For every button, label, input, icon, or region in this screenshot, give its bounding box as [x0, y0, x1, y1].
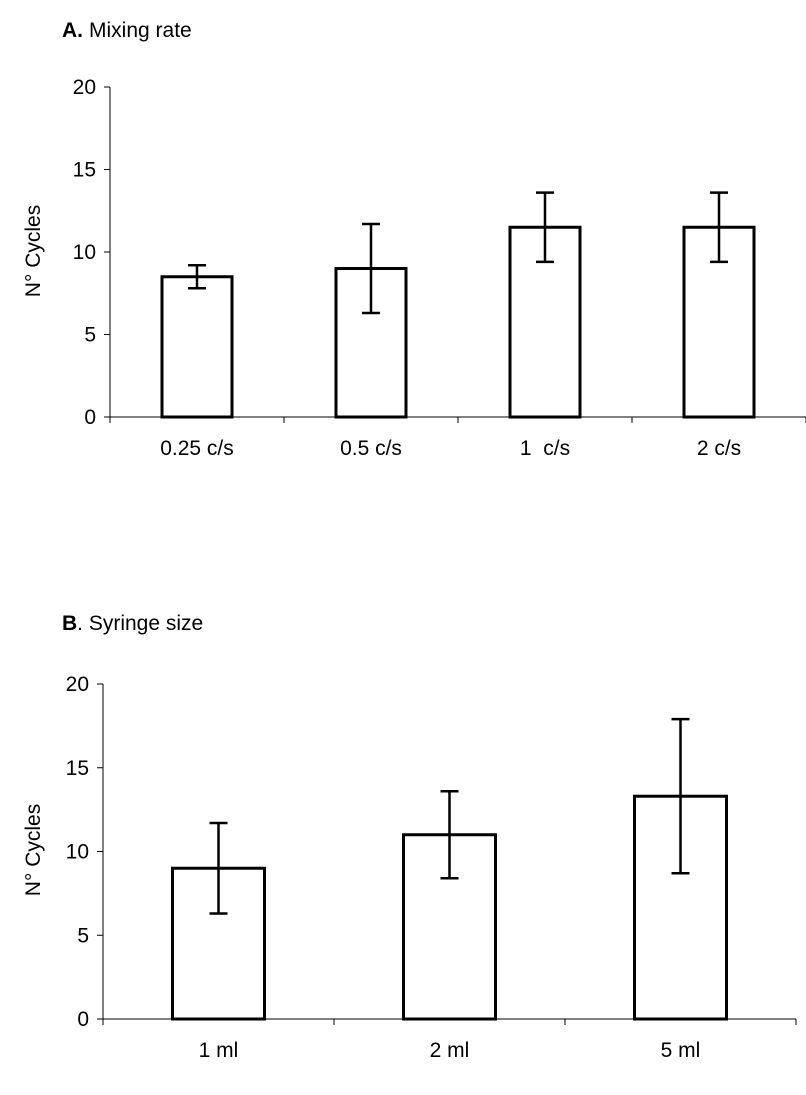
panel-b-title: B. Syringe size [62, 612, 203, 635]
panel-a-error-bar [362, 222, 380, 315]
panel-a-x-tick-label: 1 c/s [520, 437, 570, 460]
panel-a-bar [508, 225, 582, 419]
panel-b-error-bar [209, 821, 228, 915]
panel-a-y-tick-label: 0 [84, 406, 96, 429]
panel-b-y-tick-label: 5 [77, 924, 89, 947]
panel-a-error-bar [536, 191, 554, 264]
panel-a-title: A. Mixing rate [62, 19, 192, 42]
panel-a-y-tick-label: 20 [73, 76, 96, 99]
panel-a-y-tick-label: 5 [84, 324, 96, 347]
panel-b-title-text: . Syringe size [77, 612, 203, 635]
panel-b-error-bar [671, 717, 690, 875]
panel-a-y-tick-label: 15 [73, 159, 96, 182]
panel-a-x-tick-label: 0.5 c/s [340, 437, 402, 460]
panel-b-label: B [62, 612, 77, 635]
panel-b-plot: 0 5 10 15 20 1 ml 2 ml 5 ml [66, 673, 797, 1062]
panel-a-error-bar [188, 263, 206, 290]
panel-a-bar [334, 267, 408, 419]
panel-a-label: A. [62, 19, 83, 42]
panel-a-plot: 0 5 10 15 20 0.25 c/s 0.5 c/s 1 c/s 2 c/s [73, 76, 806, 460]
panel-a-bar [160, 275, 234, 419]
panel-a-error-bar [710, 191, 728, 264]
panel-b-ylabel: N° Cycles [22, 804, 45, 896]
panel-a-ylabel: N° Cycles [22, 205, 45, 297]
panel-a-y-tick-label: 10 [73, 241, 96, 264]
panel-b-x-tick-label: 2 ml [430, 1039, 470, 1062]
panel-a-title-text: Mixing rate [89, 19, 192, 42]
panel-b-y-tick-label: 0 [77, 1008, 89, 1031]
panel-b-error-bar [440, 789, 459, 880]
panel-a-x-tick-label: 0.25 c/s [160, 437, 234, 460]
panel-b-y-tick-label: 10 [66, 841, 89, 864]
panel-a-x-tick-label: 2 c/s [697, 437, 741, 460]
panel-b-x-tick-label: 1 ml [199, 1039, 239, 1062]
panel-b-x-tick-label: 5 ml [661, 1039, 701, 1062]
panel-b-y-tick-label: 20 [66, 673, 89, 696]
panel-b-y-tick-label: 15 [66, 757, 89, 780]
